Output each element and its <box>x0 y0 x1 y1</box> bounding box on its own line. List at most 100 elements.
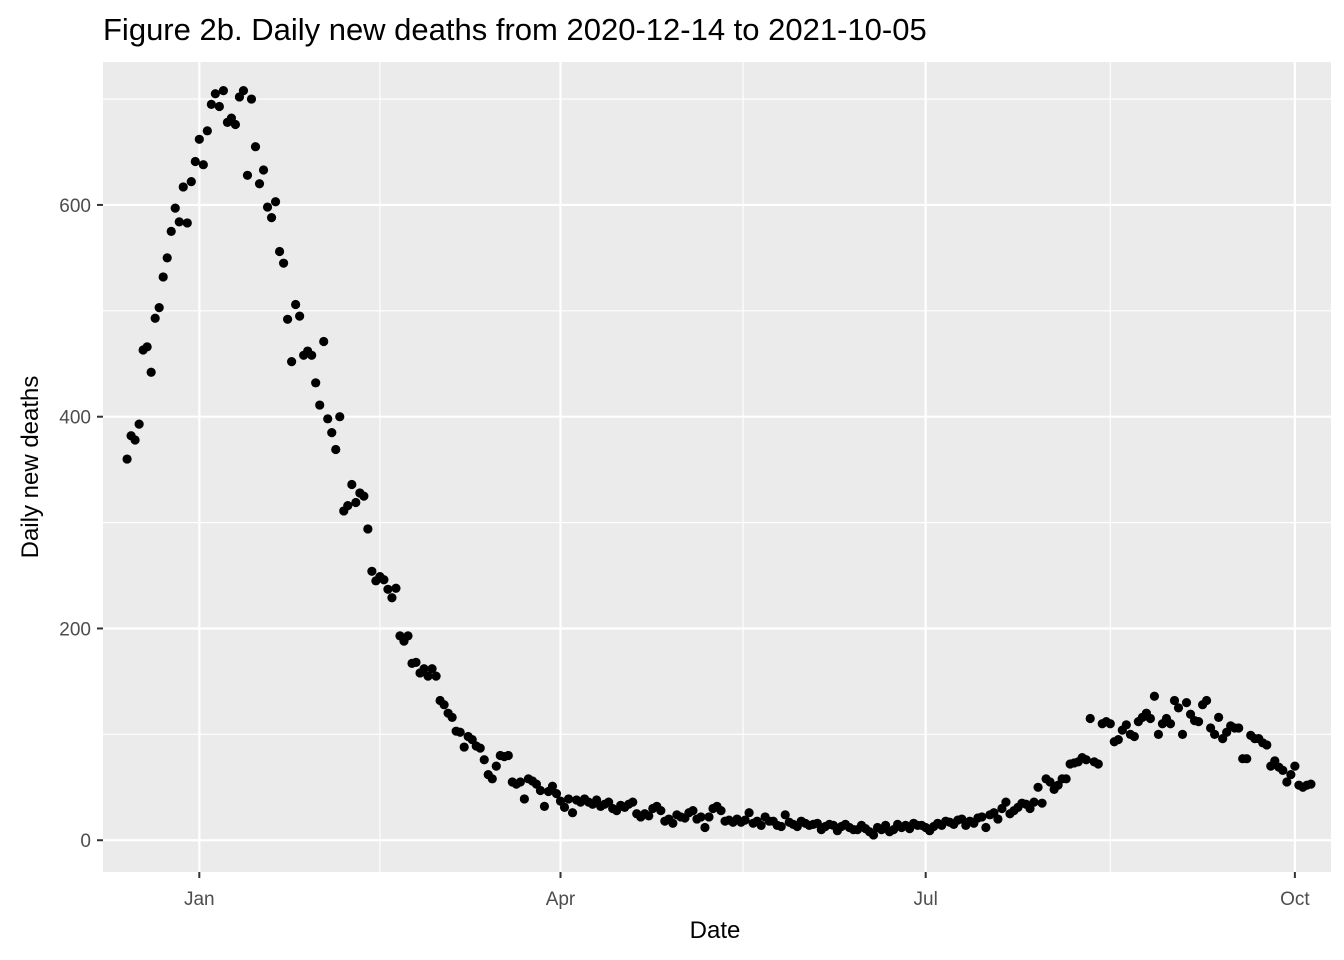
data-point <box>1286 769 1296 780</box>
data-point <box>206 99 216 109</box>
data-point <box>740 815 750 825</box>
data-point <box>186 177 196 187</box>
data-point <box>1037 798 1047 808</box>
x-tick-label: Apr <box>546 889 576 910</box>
data-point <box>551 789 562 799</box>
data-point <box>539 801 550 811</box>
data-point <box>439 700 449 710</box>
data-point <box>491 761 501 771</box>
data-point <box>1085 713 1095 724</box>
data-point <box>776 821 786 832</box>
data-point <box>266 213 277 223</box>
minor-gridlines <box>103 62 1331 872</box>
y-tick-label: 0 <box>80 831 91 852</box>
data-point <box>700 822 710 833</box>
data-point <box>1290 761 1300 771</box>
data-point <box>455 727 465 737</box>
data-point <box>182 218 192 228</box>
data-point <box>190 156 200 167</box>
data-point <box>194 134 204 144</box>
data-point <box>307 350 317 360</box>
data-point <box>162 253 172 263</box>
data-point <box>1278 765 1288 775</box>
data-point <box>981 822 991 833</box>
x-tick-label: Jan <box>184 889 215 910</box>
data-point <box>559 802 570 813</box>
data-point <box>419 664 429 674</box>
data-point <box>519 794 529 804</box>
data-point <box>756 820 766 831</box>
data-point <box>547 781 558 791</box>
data-point <box>146 367 156 377</box>
data-point <box>270 197 281 207</box>
data-point <box>411 657 421 667</box>
data-point <box>1129 731 1139 742</box>
data-point <box>744 808 754 818</box>
data-point <box>359 491 369 501</box>
data-point <box>1061 774 1071 784</box>
data-point <box>628 797 638 807</box>
data-point <box>158 272 168 282</box>
data-point <box>258 165 269 175</box>
y-tick-label: 400 <box>59 408 91 429</box>
data-point <box>1029 797 1039 807</box>
data-point <box>1093 759 1103 769</box>
data-point <box>327 427 337 438</box>
data-point <box>567 808 578 818</box>
data-point <box>1145 713 1156 724</box>
data-point <box>391 583 401 593</box>
data-point <box>351 497 361 508</box>
data-point <box>198 160 208 170</box>
data-point <box>250 142 261 152</box>
y-axis-title: Daily new deaths <box>17 376 44 559</box>
data-point <box>170 203 180 213</box>
data-point <box>150 313 160 323</box>
x-axis: Jan Apr Jul Oct <box>184 872 1310 910</box>
data-point <box>977 812 987 822</box>
data-point <box>202 126 212 136</box>
data-point <box>174 217 184 227</box>
data-point <box>696 812 706 822</box>
data-point <box>347 479 357 490</box>
data-point <box>503 750 513 761</box>
y-tick-label: 200 <box>59 619 91 640</box>
data-point <box>447 712 457 723</box>
data-point <box>656 805 666 816</box>
y-axis: 0 200 400 600 <box>59 196 103 852</box>
data-point <box>262 202 273 212</box>
data-point <box>331 444 341 455</box>
data-point <box>291 299 301 310</box>
data-point <box>1001 797 1011 807</box>
data-point <box>1113 735 1123 745</box>
data-point <box>459 742 469 752</box>
data-points <box>122 85 1316 840</box>
data-point <box>311 378 321 388</box>
data-point <box>1033 782 1043 792</box>
y-tick-label: 600 <box>59 196 91 217</box>
data-point <box>668 818 678 828</box>
data-point <box>335 412 345 422</box>
data-point <box>1193 717 1204 727</box>
data-point <box>487 774 497 784</box>
data-point <box>1282 777 1292 787</box>
data-point <box>379 575 389 585</box>
data-point <box>1214 712 1224 723</box>
data-point <box>688 805 698 816</box>
data-point <box>993 814 1003 824</box>
data-point <box>704 812 714 822</box>
data-point <box>1210 729 1220 739</box>
data-point <box>274 246 285 257</box>
data-point <box>210 89 220 99</box>
data-point <box>1181 697 1192 708</box>
data-point <box>1081 755 1091 765</box>
data-point <box>535 785 546 796</box>
data-point <box>475 743 485 753</box>
data-point <box>319 336 329 347</box>
data-point <box>1105 719 1115 729</box>
data-point <box>1165 719 1176 729</box>
data-point <box>431 671 441 681</box>
data-point <box>287 357 297 367</box>
data-point <box>367 566 377 576</box>
data-point <box>1121 720 1131 730</box>
